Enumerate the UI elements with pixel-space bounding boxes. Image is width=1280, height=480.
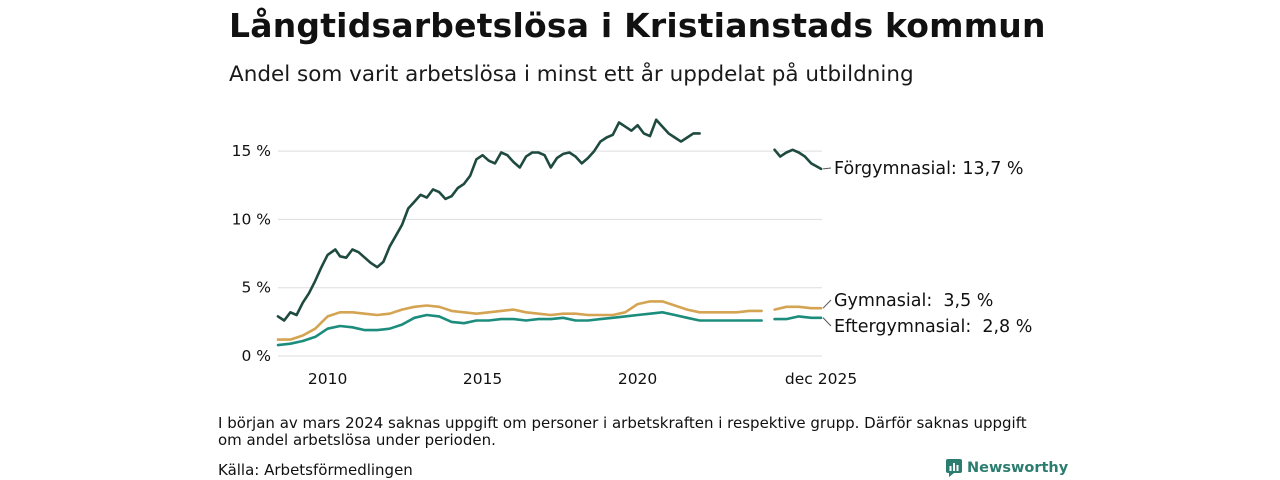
series-end-label-forgymnasial: Förgymnasial: 13,7 %: [834, 159, 1024, 179]
footnote: I början av mars 2024 saknas uppgift om …: [218, 414, 1027, 449]
label-connector-forgymnasial: [823, 167, 832, 170]
source-text: Källa: Arbetsförmedlingen: [218, 461, 413, 479]
label-connector-eftergymnasial: [822, 317, 832, 327]
x-tick-label: 2020: [618, 370, 657, 388]
y-tick-label: 10 %: [232, 210, 271, 228]
label-connector-gymnasial: [822, 299, 832, 309]
series-line-gymnasial-1: [276, 300, 763, 341]
y-tick-label: 15 %: [232, 142, 271, 160]
series-end-label-eftergymnasial: Eftergymnasial: 2,8 %: [834, 317, 1032, 337]
series-line-eftergymnasial-1: [276, 311, 763, 347]
chart-subtitle: Andel som varit arbetslösa i minst ett å…: [229, 62, 914, 87]
series-line-forgymnasial-2: [773, 148, 823, 171]
newsworthy-logo-icon: [946, 459, 962, 477]
x-tick-label: 2010: [308, 370, 347, 388]
series-line-eftergymnasial-2: [773, 315, 823, 321]
x-tick-label: 2015: [463, 370, 502, 388]
brand-name: Newsworthy: [967, 460, 1069, 476]
x-tick-label: dec 2025: [785, 370, 857, 388]
brand-logo: Newsworthy: [946, 458, 1068, 478]
y-tick-label: 0 %: [241, 347, 271, 365]
chart-title: Långtidsarbetslösa i Kristianstads kommu…: [229, 6, 1046, 45]
series-end-label-gymnasial: Gymnasial: 3,5 %: [834, 291, 993, 311]
y-tick-label: 5 %: [241, 279, 271, 297]
series-line-forgymnasial-1: [276, 118, 701, 322]
series-line-gymnasial-2: [773, 305, 823, 311]
